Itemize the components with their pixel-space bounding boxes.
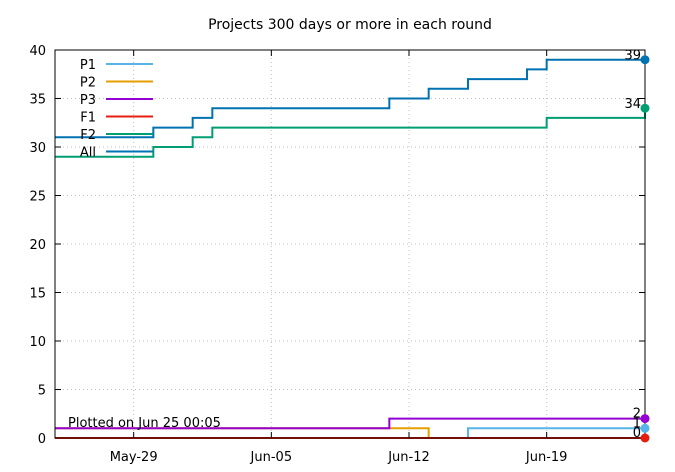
endpoint-marker-p3 bbox=[640, 414, 650, 424]
legend-label-f2: F2 bbox=[80, 128, 96, 143]
chart-title: Projects 300 days or more in each round bbox=[208, 17, 492, 33]
endpoint-marker-p1 bbox=[640, 423, 650, 433]
x-tick-label: May-29 bbox=[110, 450, 158, 465]
y-tick-label: 20 bbox=[29, 238, 46, 253]
y-tick-label: 35 bbox=[29, 93, 46, 108]
endpoints: 12 0 34 39 bbox=[624, 49, 650, 443]
x-tick-label: Jun-12 bbox=[387, 450, 430, 465]
endpoint-label-all: 39 bbox=[624, 49, 641, 64]
y-tick-label: 5 bbox=[38, 384, 46, 399]
legend-label-p1: P1 bbox=[80, 58, 96, 73]
endpoint-marker-f2 bbox=[640, 103, 650, 113]
x-axis-ticks: May-29 Jun-05 Jun-12 Jun-19 bbox=[110, 50, 568, 465]
y-tick-label: 30 bbox=[29, 141, 46, 156]
series-line-all bbox=[55, 58, 645, 139]
x-tick-label: Jun-19 bbox=[525, 450, 568, 465]
y-tick-label: 15 bbox=[29, 287, 46, 302]
grid bbox=[55, 50, 645, 438]
y-tick-label: 0 bbox=[38, 432, 46, 447]
endpoint-marker-all bbox=[640, 55, 650, 65]
legend-label-p3: P3 bbox=[80, 93, 96, 108]
x-tick-label: Jun-05 bbox=[250, 450, 293, 465]
legend-label-all: All bbox=[80, 146, 96, 161]
y-tick-label: 25 bbox=[29, 190, 46, 205]
endpoint-label-f2: 34 bbox=[624, 97, 641, 112]
y-tick-label: 40 bbox=[29, 44, 46, 59]
series-line-p3 bbox=[55, 417, 645, 430]
endpoint-label-p1: 1 bbox=[633, 416, 641, 431]
legend-label-p2: P2 bbox=[80, 76, 96, 91]
y-tick-label: 10 bbox=[29, 335, 46, 350]
legend-label-f1: F1 bbox=[80, 111, 96, 126]
series-line-f2 bbox=[55, 108, 646, 158]
endpoint-label-f1: 0 bbox=[633, 426, 641, 441]
legend: P1 P2 P3 F1 F2 All bbox=[80, 58, 153, 161]
plot-annotation: Plotted on Jun 25 00:05 bbox=[68, 416, 221, 431]
endpoint-label-p3: 2 bbox=[633, 407, 641, 422]
endpoint-marker-f1 bbox=[640, 433, 650, 443]
